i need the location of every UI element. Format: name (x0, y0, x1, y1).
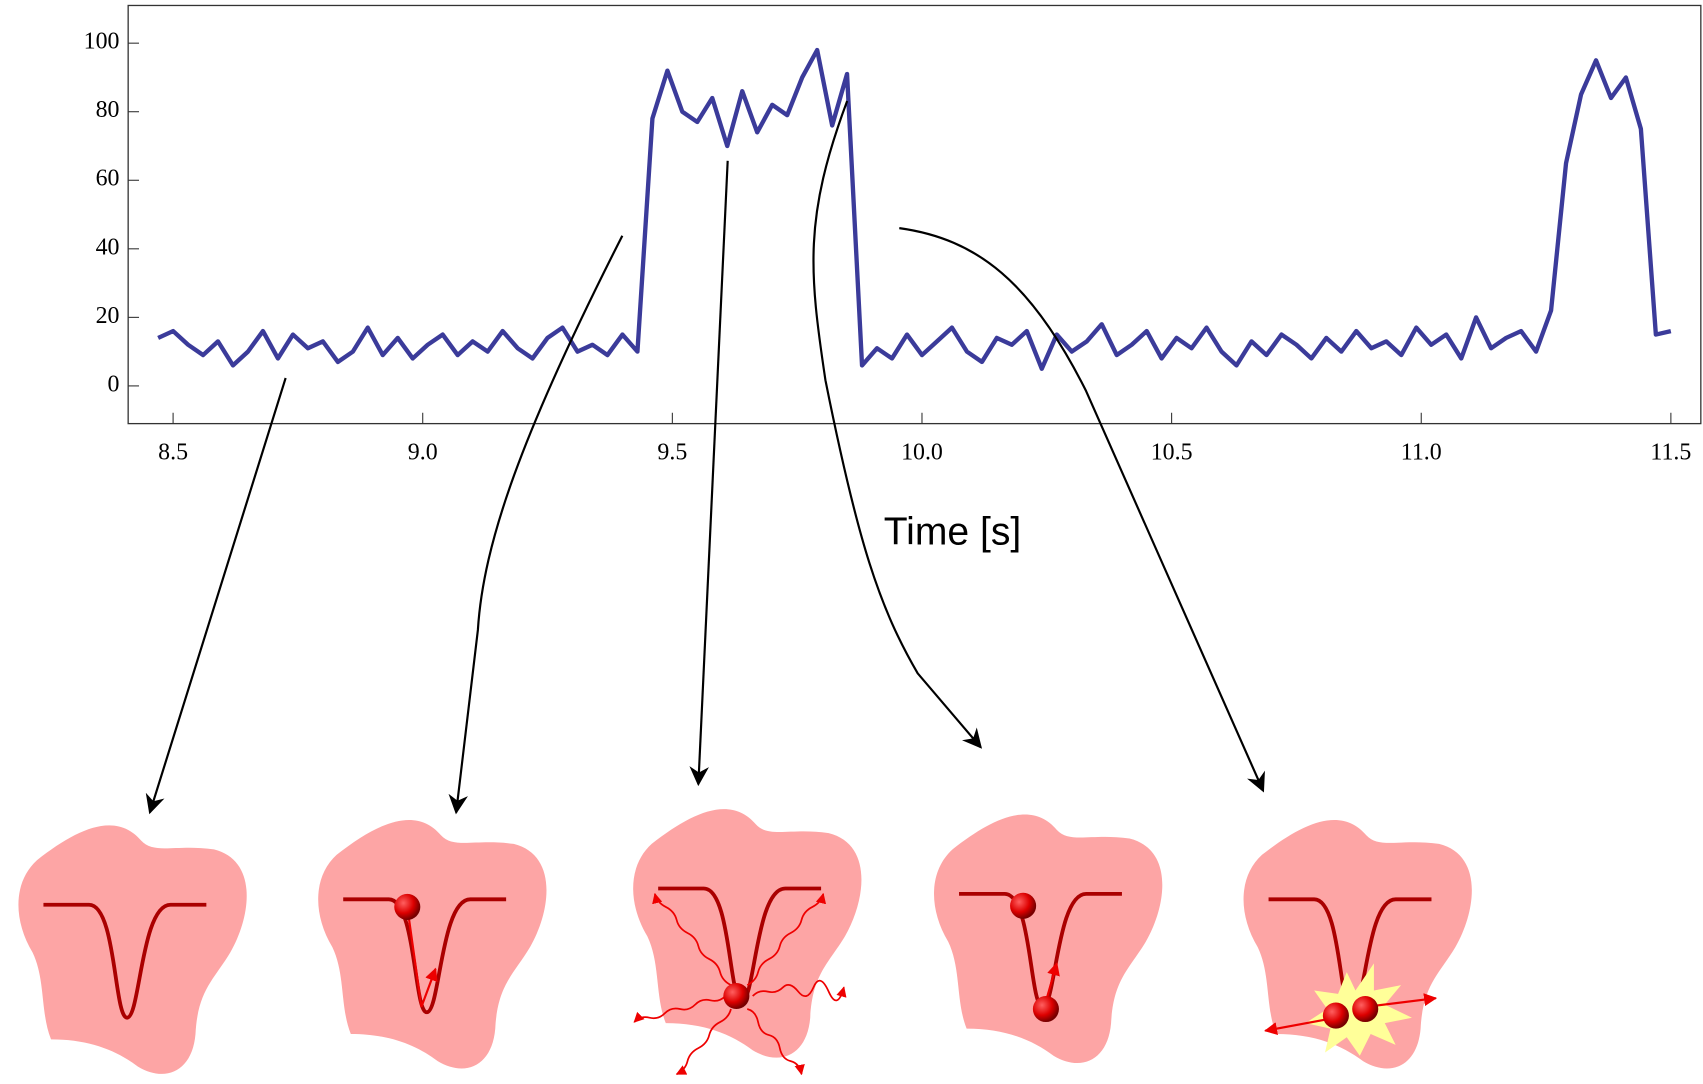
x-axis-label: Time [s] (884, 511, 1022, 554)
arrow (812, 100, 983, 749)
arrow (899, 227, 1265, 793)
x-tick-label: 11.5 (1650, 440, 1691, 466)
plot-area: 0 20 40 60 80 100 8.5 9.0 9.5 10.0 10.5 11.0 11.5 (84, 29, 1692, 466)
y-tick-label: 0 (108, 371, 120, 397)
x-tick-label: 10.5 (1151, 440, 1193, 466)
arrow (145, 377, 287, 815)
x-tick-label: 9.5 (657, 440, 687, 466)
x-tick-label: 8.5 (158, 440, 188, 466)
diagram-collision (1243, 819, 1472, 1069)
y-tick-label: 20 (96, 303, 120, 329)
plot-frame (127, 4, 1702, 425)
x-tick-label: 10.0 (901, 440, 943, 466)
diagram-cooling (633, 809, 862, 1076)
diagram-trapping (318, 819, 547, 1069)
y-tick-label: 100 (84, 29, 120, 55)
data-line (157, 47, 1672, 371)
y-tick-label: 60 (96, 166, 120, 192)
diagram-empty (18, 825, 247, 1074)
x-tick-label: 9.0 (408, 440, 438, 466)
diagram-two-atoms (934, 814, 1163, 1064)
arrow (448, 235, 624, 815)
arrow (689, 160, 729, 787)
y-tick-label: 80 (96, 97, 120, 123)
x-tick-label: 11.0 (1401, 440, 1442, 466)
arrows (145, 100, 1265, 815)
y-tick-label: 40 (96, 234, 120, 260)
